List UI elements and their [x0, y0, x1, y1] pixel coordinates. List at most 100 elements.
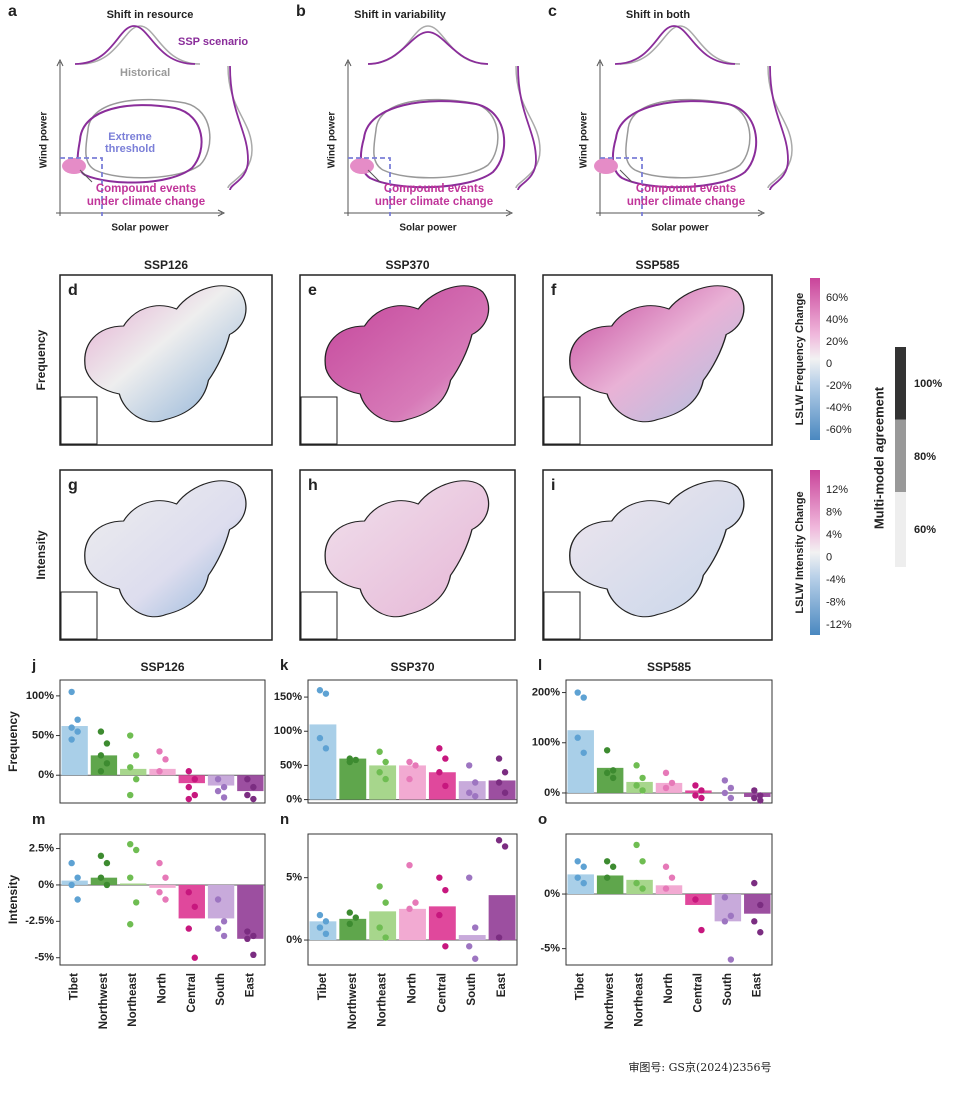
model-point: [382, 758, 389, 766]
bar: [488, 895, 516, 941]
y-tick-label: 0%: [286, 793, 302, 805]
colorbar: [810, 278, 820, 440]
colorbar-tick: -60%: [826, 424, 852, 436]
model-point: [214, 775, 222, 783]
ssp-density-r: [229, 65, 249, 191]
bar: [626, 781, 653, 793]
colorbar-tick: 0: [826, 551, 832, 563]
x-tick-label: East: [496, 973, 508, 997]
bar: [399, 765, 426, 800]
ssp-loop: [359, 100, 506, 189]
compound-label: under climate change: [375, 196, 493, 208]
y-tick-label: 50%: [32, 729, 54, 741]
model-point: [609, 863, 617, 870]
panel-letter: i: [551, 477, 555, 494]
y-tick-label: 2.5%: [29, 842, 54, 854]
chart-title: SSP126: [140, 660, 184, 674]
bar: [149, 884, 176, 888]
compound-region: [594, 158, 618, 174]
pointer: [79, 169, 93, 183]
x-tick-label: East: [244, 973, 256, 997]
model-point: [214, 787, 222, 795]
model-point: [191, 954, 198, 961]
panel-letter: h: [308, 477, 318, 494]
x-tick-label: Tibet: [575, 973, 587, 1000]
model-point: [322, 690, 330, 697]
model-point: [68, 736, 75, 743]
model-point: [692, 782, 699, 789]
axes: [56, 62, 222, 216]
model-point: [580, 749, 587, 756]
model-point: [97, 852, 105, 860]
model-point: [751, 879, 758, 887]
ssp-density-r: [517, 65, 537, 191]
model-point: [609, 767, 617, 774]
y-tick-label: 0%: [544, 888, 560, 900]
model-point: [127, 791, 134, 799]
axes: [344, 62, 510, 216]
model-point: [406, 905, 413, 913]
y-axis-label: Frequency: [6, 711, 20, 772]
model-point: [580, 863, 587, 870]
compound-label: under climate change: [627, 196, 745, 208]
model-point: [495, 779, 503, 786]
plot-frame: [307, 833, 518, 966]
model-point: [376, 924, 383, 931]
model-point: [495, 837, 503, 844]
colorbar-tick: 12%: [826, 484, 848, 496]
model-point: [603, 874, 611, 881]
x-axis-label: Solar power: [111, 223, 168, 234]
model-point: [751, 787, 758, 794]
model-point: [244, 775, 251, 783]
bar: [237, 775, 264, 792]
model-point: [633, 879, 640, 887]
model-point: [156, 889, 163, 896]
bar: [369, 765, 397, 800]
x-tick-label: Tibet: [69, 973, 81, 1000]
model-point: [133, 775, 140, 783]
model-point: [127, 732, 134, 739]
bar: [685, 790, 712, 793]
colorbar-tick: -8%: [826, 596, 846, 608]
model-point: [662, 863, 670, 870]
model-point: [633, 841, 640, 849]
map-inset: [300, 396, 338, 445]
bar: [596, 767, 624, 793]
agreement-tick: 80%: [914, 451, 936, 463]
panel-letter: b: [296, 3, 306, 20]
model-point: [382, 775, 389, 783]
model-point: [214, 896, 222, 903]
arrows: [596, 58, 766, 217]
model-point: [406, 861, 413, 869]
colorbar-tick: 20%: [826, 336, 848, 348]
map-inset: [300, 591, 338, 640]
model-point: [316, 687, 324, 694]
model-point: [382, 899, 389, 906]
model-point: [442, 886, 449, 894]
model-point: [376, 748, 383, 755]
pointer: [367, 169, 381, 183]
map-china: [84, 480, 247, 618]
panel-title: Shift in variability: [354, 9, 447, 21]
model-point: [68, 859, 75, 867]
model-point: [721, 918, 729, 925]
y-tick-label: 100%: [274, 725, 302, 737]
colorbar: [810, 470, 820, 635]
china-outline: [569, 480, 745, 618]
x-tick-label: North: [157, 973, 169, 1004]
model-point: [442, 782, 449, 790]
model-point: [436, 745, 443, 752]
x-tick-label: Northeast: [634, 973, 646, 1027]
historical-label: Historical: [120, 67, 170, 79]
colorbar-tick: -40%: [826, 402, 852, 414]
model-point: [316, 734, 324, 742]
y-tick-label: 100%: [532, 737, 560, 749]
model-point: [639, 787, 646, 794]
model-point: [97, 752, 105, 759]
x-tick-label: Northwest: [347, 973, 359, 1029]
model-point: [74, 728, 81, 735]
model-point: [472, 779, 479, 786]
panel-letter: f: [551, 282, 557, 299]
map-inset: [60, 591, 98, 640]
